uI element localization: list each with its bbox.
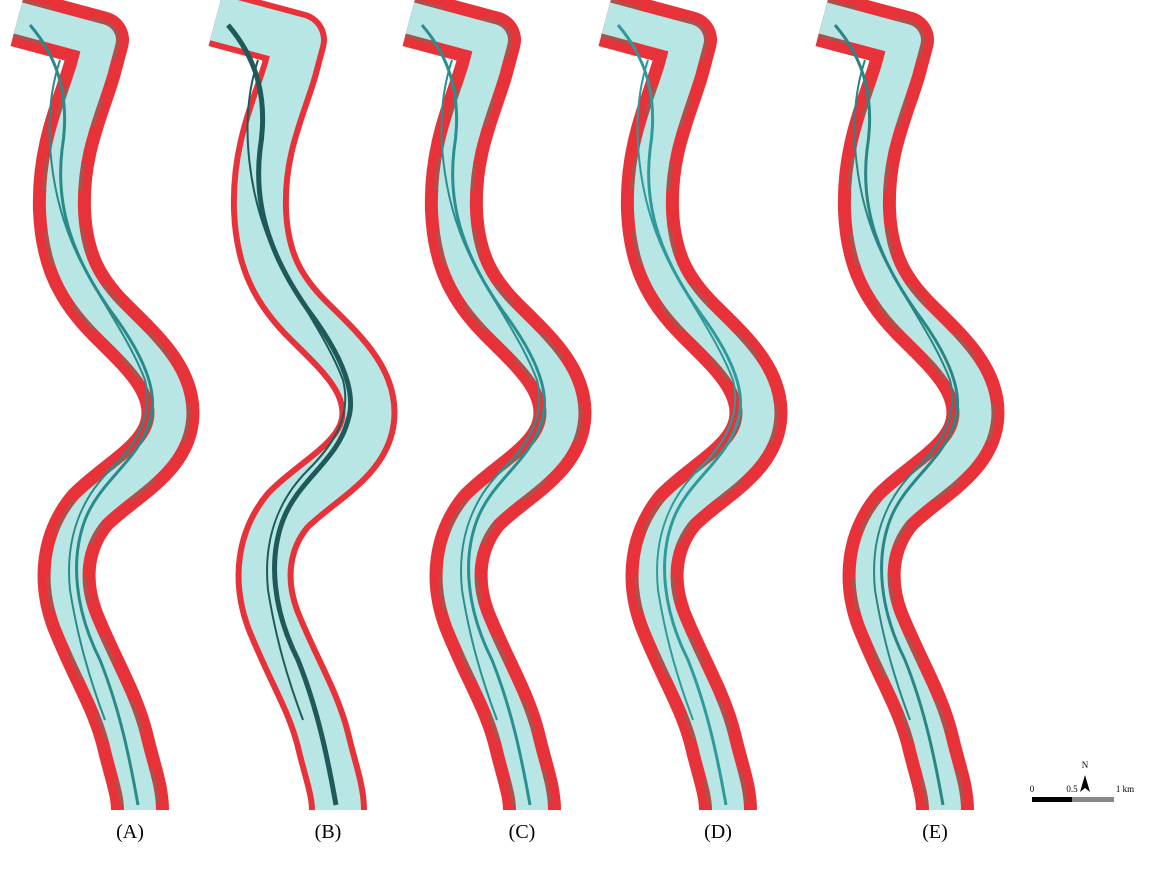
panel-label: (A): [116, 821, 144, 843]
scale-label: 1 km: [1116, 784, 1134, 794]
scale-segment: [1032, 797, 1072, 802]
panels: [18, 18, 975, 810]
scale-label: 0.5: [1066, 784, 1078, 794]
panel-label: (B): [315, 821, 342, 843]
north-arrow-icon: [1080, 775, 1090, 792]
north-arrow: N: [1080, 760, 1090, 792]
panel-label: (C): [509, 821, 536, 843]
river-panel: [410, 18, 562, 810]
scale-label: 0: [1030, 784, 1035, 794]
north-label: N: [1082, 760, 1089, 770]
panel-label: (E): [922, 821, 948, 843]
panel-label: (D): [704, 821, 732, 843]
scale-segment: [1072, 797, 1114, 802]
river-panel: [823, 18, 975, 810]
river-panel: [606, 18, 758, 810]
river-panel: [216, 18, 368, 810]
river-panel: [18, 18, 170, 810]
figure: N 0 0.5 1 km (A) (B) (C) (D) (E): [0, 0, 1150, 876]
